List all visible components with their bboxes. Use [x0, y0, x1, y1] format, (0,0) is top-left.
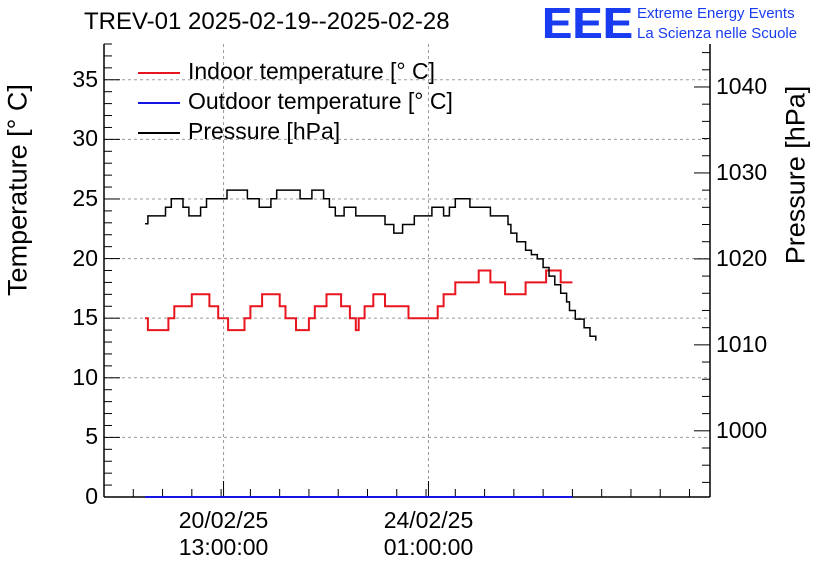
eee-logo: EEE: [542, 0, 634, 48]
grid-lines: [104, 44, 710, 497]
series-indoor-temperature: [145, 269, 573, 332]
y-left-tick-label: 10: [72, 363, 98, 390]
y-left-tick-label: 25: [72, 184, 98, 211]
x-tick-date: 24/02/25: [383, 507, 474, 533]
legend-swatch-indoor: [138, 72, 180, 74]
y-right-tick-label: 1000: [716, 416, 768, 443]
x-tick-label: 20/02/25 13:00:00: [179, 507, 269, 561]
y-axis-right-label: Pressure [hPa]: [780, 85, 811, 265]
legend-item-pressure: Pressure [hPa]: [138, 118, 518, 148]
x-tick-time: 13:00:00: [178, 534, 269, 560]
legend-swatch-outdoor: [138, 102, 180, 104]
y-right-tick-label: 1040: [716, 72, 768, 99]
legend-swatch-pressure: [138, 132, 180, 134]
x-tick-time: 01:00:00: [383, 534, 474, 560]
y-left-tick-label: 20: [72, 244, 98, 271]
y-right-tick-label: 1020: [716, 244, 768, 271]
y-left-tick-label: 35: [72, 65, 98, 92]
y-right-tick-label: 1030: [716, 158, 768, 185]
legend-label-indoor: Indoor temperature [° C]: [188, 58, 435, 84]
axis-ticks: [103, 43, 710, 498]
y-left-tick-label: 15: [72, 304, 98, 331]
y-axis-left-label: Temperature [° C]: [2, 84, 33, 296]
y-left-tick-label: 0: [85, 483, 98, 509]
series-layer: [145, 189, 597, 498]
chart-title: TREV-01 2025-02-19--2025-02-28: [84, 8, 450, 35]
y-left-tick-label: 30: [72, 125, 98, 152]
y-right-tick-label: 1010: [716, 330, 768, 357]
legend-item-outdoor: Outdoor temperature [° C]: [138, 88, 518, 118]
legend-label-outdoor: Outdoor temperature [° C]: [188, 88, 453, 114]
y-left-tick-label: 5: [85, 423, 98, 450]
logo-line-2: La Scienza nelle Scuole: [637, 25, 798, 42]
series-pressure: [145, 189, 597, 341]
legend-item-indoor: Indoor temperature [° C]: [138, 58, 518, 88]
x-tick-date: 20/02/25: [178, 507, 269, 533]
x-tick-label: 24/02/25 01:00:00: [384, 507, 474, 561]
logo-line-1: Extreme Energy Events: [637, 5, 795, 22]
legend-label-pressure: Pressure [hPa]: [188, 118, 341, 144]
